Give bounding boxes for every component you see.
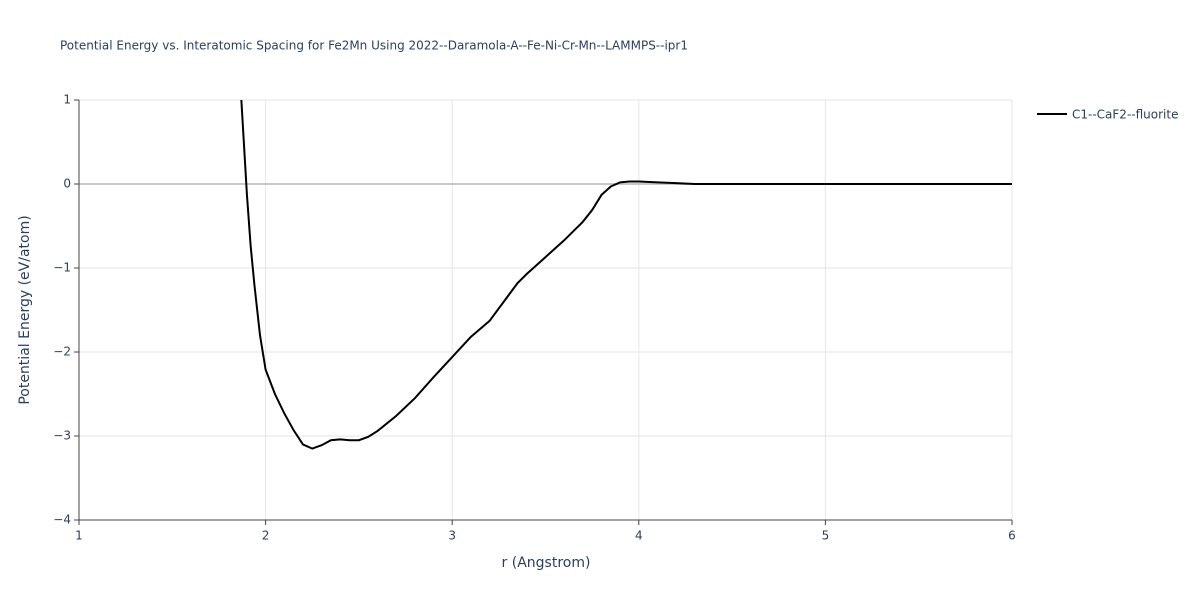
x-axis-title: r (Angstrom) [502, 555, 591, 571]
x-tick-label: 2 [262, 529, 270, 543]
x-tick-label: 5 [822, 529, 830, 543]
y-tick-label: 1 [63, 93, 71, 107]
x-tick-label: 6 [1008, 529, 1016, 543]
y-tick-label: −2 [53, 345, 71, 359]
grid [78, 99, 1013, 521]
y-axis-title: Potential Energy (eV/atom) [17, 215, 33, 404]
chart-title: Potential Energy vs. Interatomic Spacing… [60, 39, 688, 53]
series-line [240, 100, 1012, 450]
x-tick-label: 4 [635, 529, 643, 543]
y-tick-label: −4 [53, 513, 71, 527]
x-tick-label: 1 [75, 529, 83, 543]
legend-label: C1--CaF2--fluorite [1072, 108, 1178, 122]
y-tick-label: −1 [53, 261, 71, 275]
x-tick-label: 3 [448, 529, 456, 543]
y-tick-label: 0 [63, 177, 71, 191]
y-tick-label: −3 [53, 429, 71, 443]
plot-area [240, 100, 1012, 450]
